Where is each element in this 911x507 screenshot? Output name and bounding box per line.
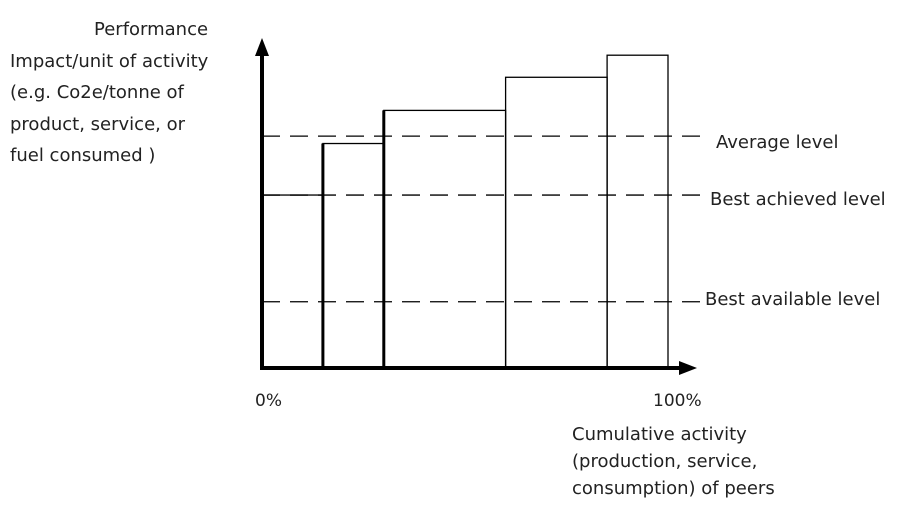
bar-outline: [383, 109, 507, 369]
bar-outline: [606, 54, 669, 369]
best-achieved-level-label: Best achieved level: [710, 189, 886, 210]
x-axis-label-line: (production, service,: [572, 451, 758, 472]
y-axis-label-line: product, service, or: [10, 113, 186, 135]
bar: [261, 194, 324, 369]
y-axis-label-line: (e.g. Co2e/tonne of: [10, 82, 184, 103]
bars: [261, 54, 669, 369]
axes: [255, 38, 697, 375]
y-axis-label-line: Performance: [94, 19, 209, 40]
x-axis-label: Cumulative activity (production, service…: [572, 421, 775, 502]
bar: [504, 76, 608, 369]
bar-outline: [504, 76, 608, 369]
best-available-level-label: Best available level: [705, 289, 881, 310]
reference-lines: [262, 135, 702, 303]
bar: [606, 54, 669, 369]
bar-outline: [322, 142, 385, 369]
bar: [382, 109, 507, 369]
y-axis-arrow-icon: [255, 38, 269, 56]
bar-outline: [261, 194, 324, 369]
y-axis-label: Performance Impact/unit of activity (e.g…: [10, 14, 208, 172]
x-tick-start: 0%: [255, 391, 282, 411]
x-axis-label-line: Cumulative activity: [572, 424, 747, 445]
y-axis-label-line: Impact/unit of activity: [10, 50, 209, 72]
average-level-label: Average level: [716, 132, 839, 153]
bar: [321, 142, 385, 369]
x-axis-arrow-icon: [679, 361, 697, 375]
y-axis-label-line: fuel consumed ): [10, 145, 156, 166]
x-tick-end: 100%: [653, 391, 702, 411]
x-axis-label-line: consumption) of peers: [572, 478, 775, 499]
